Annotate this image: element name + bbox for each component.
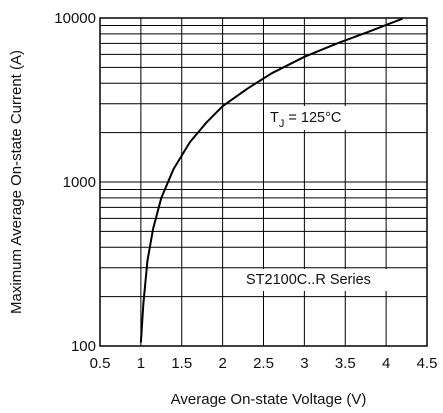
x-axis-label: Average On-state Voltage (V) [171,391,367,408]
annotation-series: ST2100C..R Series [246,272,371,288]
annotation-series-bg [242,269,396,291]
x-tick-label: 1.5 [171,355,192,372]
annotation-temperature-sub: J [279,118,285,130]
x-tick-label: 3 [300,355,308,372]
annotation-temperature-rest: = 125°C [284,110,341,126]
annotation-temperature-main: T [270,110,279,126]
x-tick-label: 4 [382,355,390,372]
x-tick-label: 4.5 [417,355,438,372]
x-tick-label: 1 [137,355,145,372]
series-line [139,17,403,343]
plot-frame [99,17,428,347]
x-tick-label: 2 [218,355,226,372]
y-axis-label: Maximum Average On-state Current (A) [8,50,25,314]
y-tick-label: 10000 [54,10,96,27]
y-tick-labels: 100 1000 10000 [54,10,96,355]
x-tick-label: 3.5 [335,355,356,372]
annotation-temperature-bg [264,106,360,130]
x-tick-labels: 0.5 1 1.5 2 2.5 3 3.5 4 4.5 [90,355,438,372]
annotation-temperature: TJ = 125°C [270,110,341,130]
x-tick-label: 2.5 [253,355,274,372]
x-tick-label: 0.5 [90,355,111,372]
y-tick-label: 1000 [63,174,96,191]
grid-lines [100,18,427,346]
y-tick-label: 100 [71,338,96,355]
